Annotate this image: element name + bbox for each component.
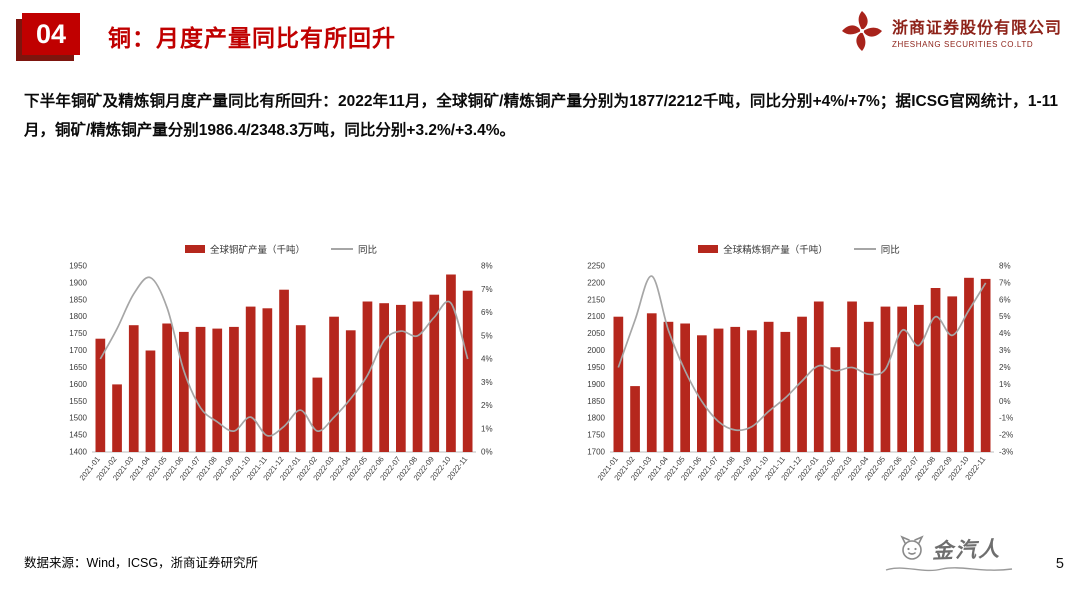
svg-text:1%: 1% bbox=[999, 380, 1011, 389]
legend-item-bars: 全球铜矿产量（千吨） bbox=[184, 242, 305, 256]
charts-row: 全球铜矿产量（千吨） 同比 1400 1450 1500 1550 1600 1650 1700… bbox=[0, 240, 1080, 510]
legend-bar-swatch bbox=[184, 245, 205, 253]
legend-bar-label: 全球铜矿产量（千吨） bbox=[209, 245, 305, 256]
svg-text:2%: 2% bbox=[999, 363, 1011, 372]
svg-text:-1%: -1% bbox=[999, 414, 1013, 423]
x-axis-labels: 2021-012021-022021-032021-042021-052021-… bbox=[78, 455, 470, 483]
legend-item-line: 同比 bbox=[853, 242, 900, 256]
chart-refined-copper-output: 全球精炼铜产量（千吨） 同比 1700 1750 1800 1850 1900 1950 200… bbox=[564, 240, 1034, 510]
chart-svg: 1700 1750 1800 1850 1900 1950 2000 2050 2100 2150… bbox=[587, 262, 1013, 483]
company-name-en: ZHESHANG SECURITIES CO.LTD bbox=[891, 39, 1034, 49]
legend-line-label: 同比 bbox=[358, 245, 378, 256]
svg-text:2%: 2% bbox=[481, 401, 493, 410]
legend-line-label: 同比 bbox=[880, 245, 900, 256]
watermark-underline bbox=[885, 567, 1013, 572]
svg-text:1850: 1850 bbox=[587, 397, 605, 406]
chart-legend: 全球铜矿产量（千吨） 同比 bbox=[46, 240, 516, 258]
svg-text:4%: 4% bbox=[481, 355, 493, 364]
svg-text:1800: 1800 bbox=[587, 414, 605, 423]
mascot-icon bbox=[900, 535, 924, 560]
svg-text:8%: 8% bbox=[999, 262, 1011, 271]
chart-copper-mine-output: 全球铜矿产量（千吨） 同比 1400 1450 1500 1550 1600 1650 1700… bbox=[46, 240, 516, 510]
svg-text:1950: 1950 bbox=[69, 262, 87, 271]
svg-text:1450: 1450 bbox=[69, 431, 87, 440]
chart-legend: 全球精炼铜产量（千吨） 同比 bbox=[564, 240, 1034, 258]
data-source-note: 数据来源：Wind，ICSG，浙商证券研究所 bbox=[24, 556, 259, 570]
yoy-line bbox=[99, 276, 469, 437]
section-number: 04 bbox=[22, 13, 80, 55]
company-brand: 浙商证券股份有限公司 ZHESHANG SECURITIES CO.LTD bbox=[840, 9, 1062, 53]
svg-text:1600: 1600 bbox=[69, 380, 87, 389]
svg-text:1500: 1500 bbox=[69, 414, 87, 423]
svg-text:2100: 2100 bbox=[587, 312, 605, 321]
svg-text:7%: 7% bbox=[999, 278, 1011, 287]
page-title: 铜：月度产量同比有所回升 bbox=[108, 25, 396, 51]
legend-bar-label: 全球精炼铜产量（千吨） bbox=[723, 245, 828, 256]
svg-text:1900: 1900 bbox=[69, 278, 87, 287]
legend-bar-swatch bbox=[698, 245, 719, 253]
left-axis-ticks: 1700 1750 1800 1850 1900 1950 2000 2050 2100 2150… bbox=[587, 262, 605, 457]
svg-text:1700: 1700 bbox=[587, 448, 605, 457]
legend-item-line: 同比 bbox=[331, 242, 377, 256]
svg-text:-2%: -2% bbox=[999, 431, 1013, 440]
right-axis-ticks: 0% 1% 2% 3% 4% 5% 6% 7% 8% bbox=[481, 262, 493, 457]
svg-text:3%: 3% bbox=[999, 346, 1011, 355]
right-axis-ticks: -3% -2% -1% 0% 1% 2% 3% 4% 5% 6% 7% 8% bbox=[999, 262, 1013, 457]
svg-text:1700: 1700 bbox=[69, 346, 87, 355]
zheshang-logo-icon bbox=[841, 11, 882, 51]
bar-series bbox=[95, 274, 473, 452]
svg-text:0%: 0% bbox=[999, 397, 1011, 406]
svg-text:-3%: -3% bbox=[999, 448, 1013, 457]
watermark: 金汽人 bbox=[884, 534, 1014, 574]
svg-text:2250: 2250 bbox=[587, 262, 605, 271]
svg-text:1550: 1550 bbox=[69, 397, 87, 406]
svg-text:1750: 1750 bbox=[69, 329, 87, 338]
svg-text:1850: 1850 bbox=[69, 295, 87, 304]
yoy-line bbox=[617, 275, 987, 432]
svg-text:5%: 5% bbox=[999, 312, 1011, 321]
chart-svg: 1400 1450 1500 1550 1600 1650 1700 1750 1800 1850… bbox=[69, 262, 493, 483]
svg-text:2200: 2200 bbox=[587, 278, 605, 287]
svg-text:2150: 2150 bbox=[587, 295, 605, 304]
svg-text:4%: 4% bbox=[999, 329, 1011, 338]
svg-text:1400: 1400 bbox=[69, 448, 87, 457]
svg-text:3%: 3% bbox=[481, 378, 493, 387]
svg-text:1950: 1950 bbox=[587, 363, 605, 372]
page-number: 5 bbox=[1055, 556, 1064, 572]
svg-text:2050: 2050 bbox=[587, 329, 605, 338]
watermark-row: 金汽人 bbox=[897, 534, 1001, 564]
svg-text:6%: 6% bbox=[999, 295, 1011, 304]
watermark-text: 金汽人 bbox=[931, 537, 1002, 564]
bar-series bbox=[613, 277, 991, 452]
section-number-box: 04 bbox=[16, 13, 80, 61]
svg-text:6%: 6% bbox=[481, 308, 493, 317]
legend-line-swatch bbox=[853, 248, 876, 250]
svg-text:2000: 2000 bbox=[587, 346, 605, 355]
svg-text:1750: 1750 bbox=[587, 431, 605, 440]
company-name-block: 浙商证券股份有限公司 ZHESHANG SECURITIES CO.LTD bbox=[892, 14, 1062, 49]
summary-paragraph: 下半年铜矿及精炼铜月度产量同比有所回升：2022年11月，全球铜矿/精炼铜产量分… bbox=[24, 93, 1058, 139]
svg-text:8%: 8% bbox=[481, 262, 493, 271]
svg-text:5%: 5% bbox=[481, 331, 493, 340]
left-axis-ticks: 1400 1450 1500 1550 1600 1650 1700 1750 1800 1850… bbox=[69, 262, 87, 457]
svg-text:0%: 0% bbox=[481, 448, 493, 457]
legend-item-bars: 全球精炼铜产量（千吨） bbox=[698, 242, 828, 256]
company-name-cn: 浙商证券股份有限公司 bbox=[891, 19, 1062, 37]
x-axis-labels: 2021-012021-022021-032021-042021-052021-… bbox=[596, 455, 988, 483]
svg-text:1650: 1650 bbox=[69, 363, 87, 372]
svg-text:7%: 7% bbox=[481, 285, 493, 294]
svg-text:1%: 1% bbox=[481, 424, 493, 433]
svg-text:1800: 1800 bbox=[69, 312, 87, 321]
svg-text:1900: 1900 bbox=[587, 380, 605, 389]
legend-line-swatch bbox=[331, 248, 353, 250]
